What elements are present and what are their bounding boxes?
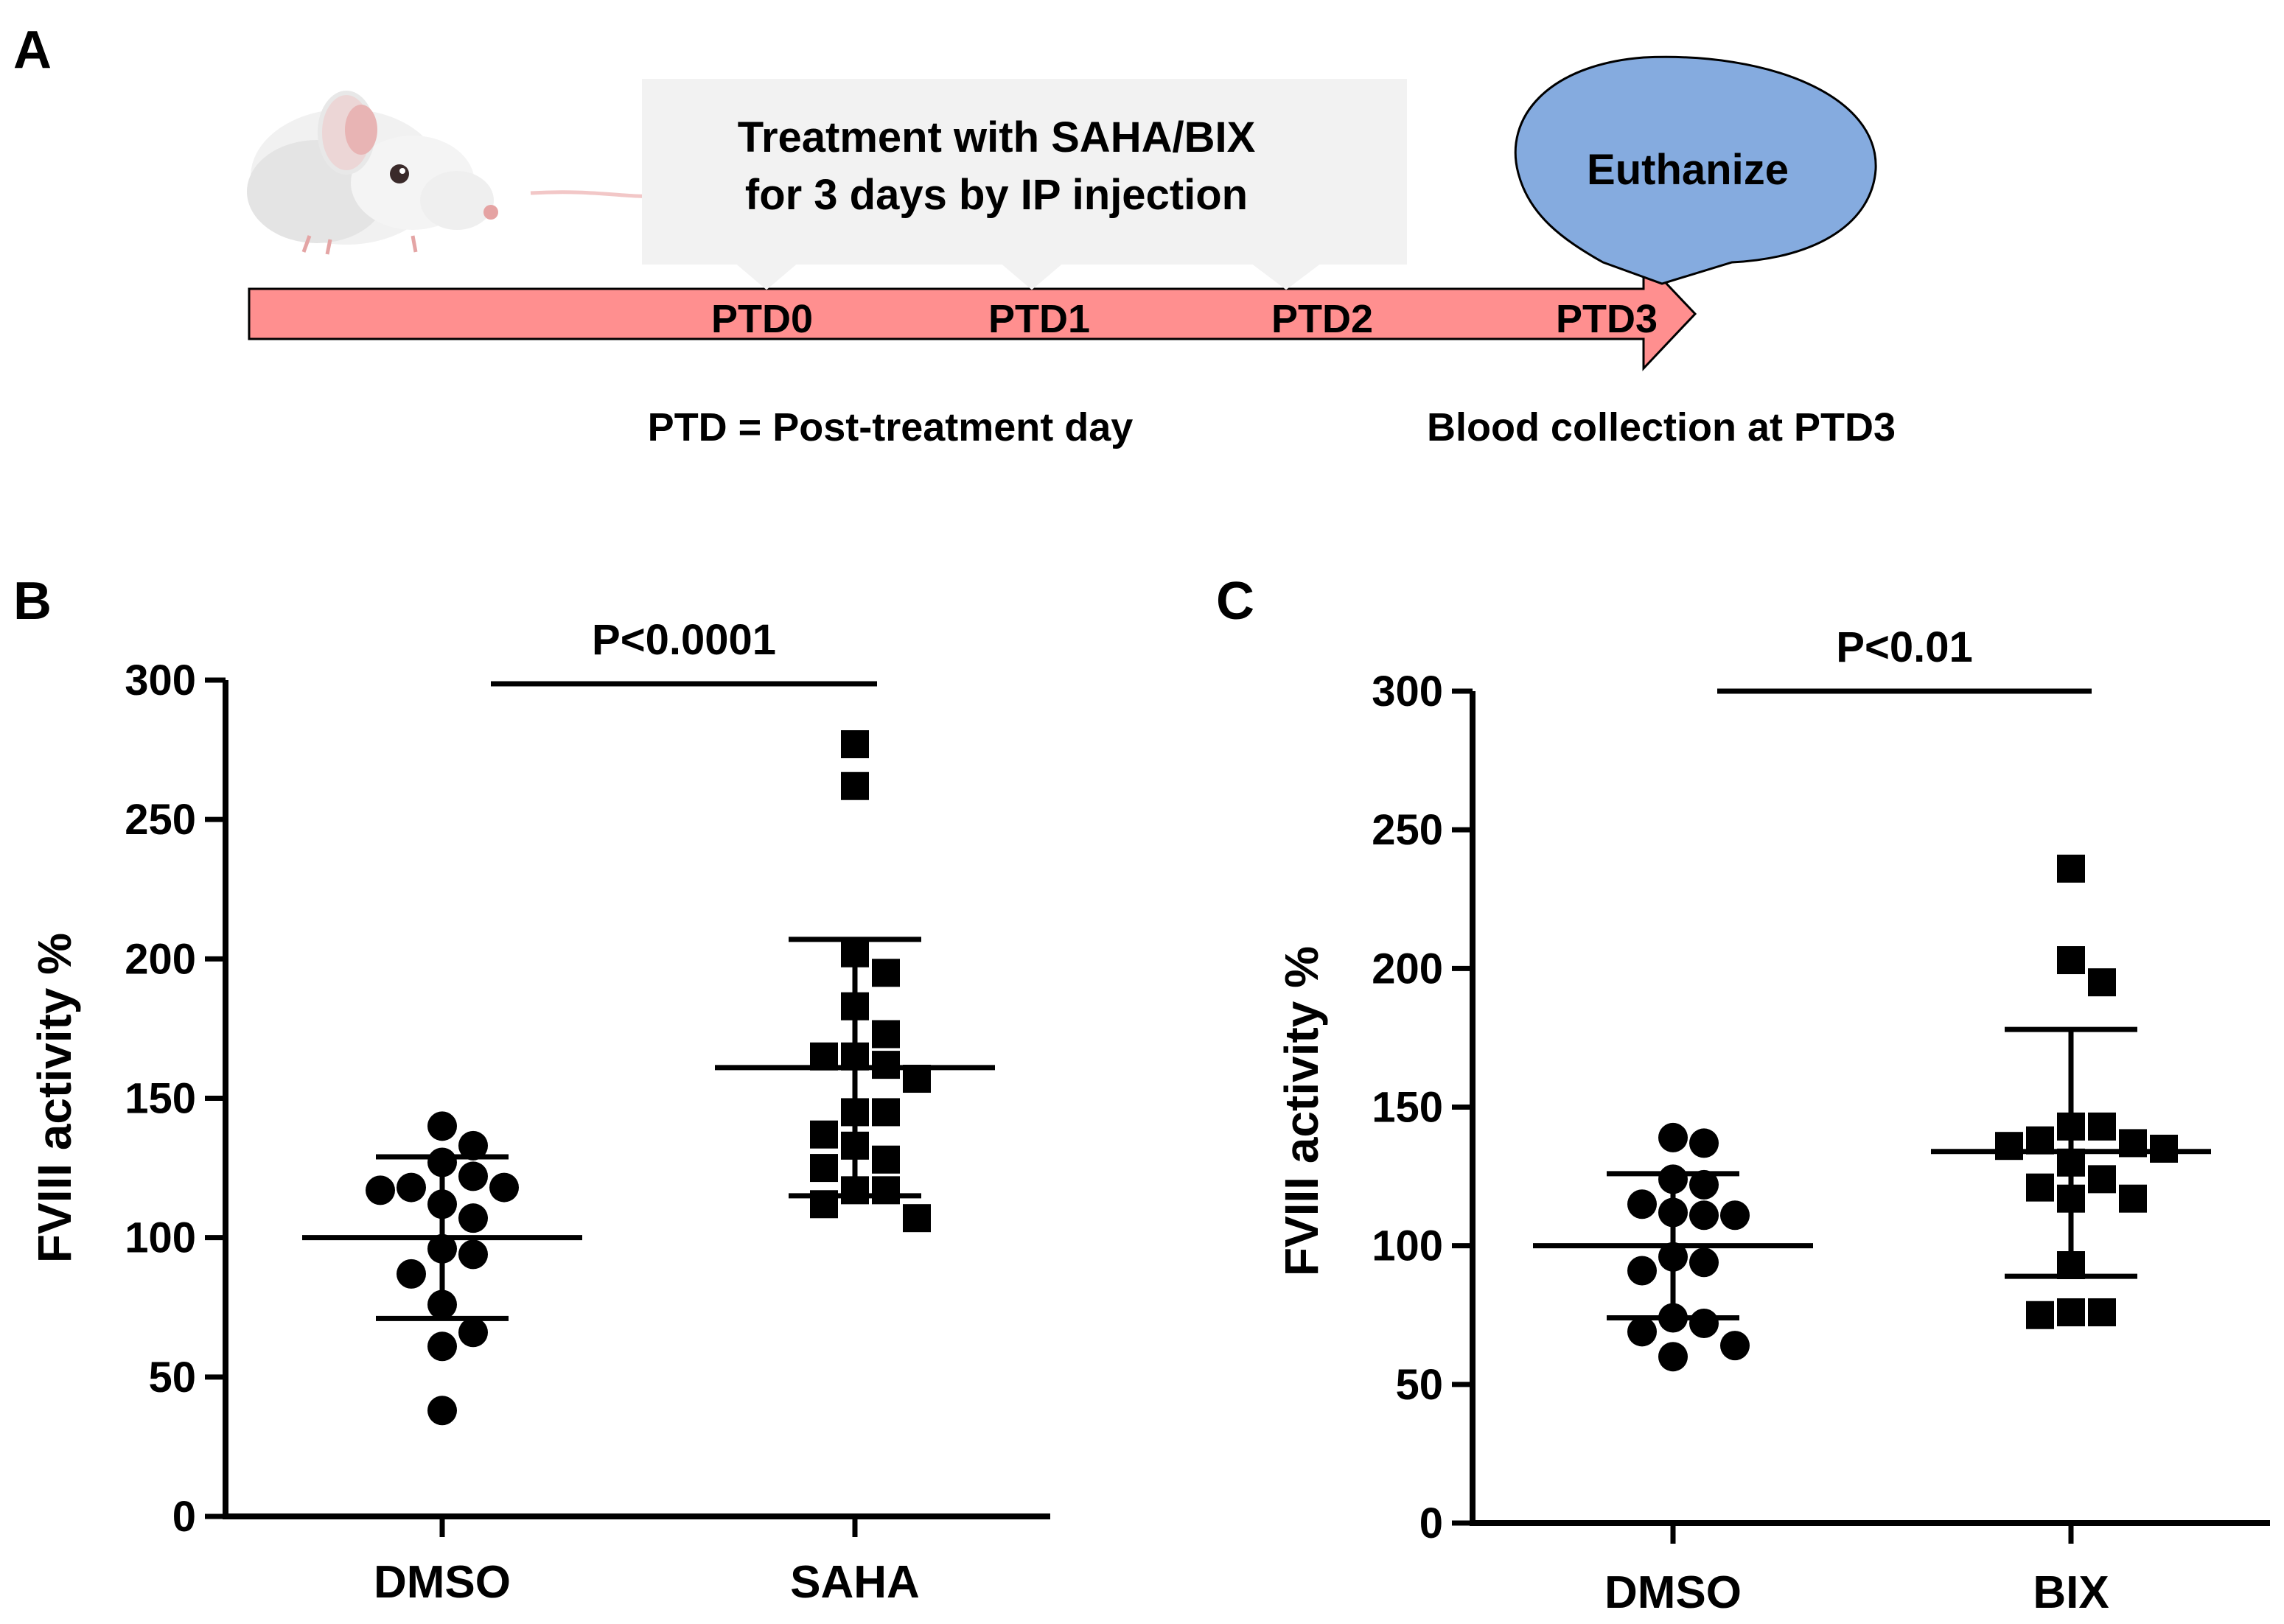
- panel-a: A Treatment with SAHA/BIX for 3 days by …: [13, 21, 1896, 449]
- timeline-day-ptd2: PTD2: [1271, 297, 1373, 341]
- y-tick-label: 250: [1372, 806, 1443, 854]
- x-tick-label: DMSO: [374, 1557, 511, 1608]
- treatment-text-line2: for 3 days by IP injection: [745, 171, 1248, 219]
- data-point-square: [810, 1154, 838, 1183]
- data-point-square: [903, 1204, 931, 1233]
- treatment-text-line1: Treatment with SAHA/BIX: [738, 113, 1256, 161]
- panel-b-letter: B: [13, 572, 52, 631]
- panel-c-letter: C: [1216, 572, 1254, 631]
- data-point-square: [841, 771, 869, 800]
- data-point-circle: [1689, 1128, 1719, 1158]
- data-point-square: [2057, 854, 2085, 883]
- timeline-day-ptd3: PTD3: [1556, 297, 1658, 341]
- data-point-square: [872, 1051, 900, 1079]
- data-point-square: [2088, 968, 2116, 997]
- y-tick-label: 100: [125, 1214, 196, 1262]
- significance-label: P<0.0001: [592, 616, 776, 664]
- y-tick-label: 50: [1395, 1361, 1443, 1409]
- x-tick-label: BIX: [2033, 1567, 2109, 1618]
- data-point-square: [2119, 1184, 2147, 1213]
- data-point-circle: [1627, 1189, 1657, 1219]
- data-point-square: [872, 1098, 900, 1127]
- timeline-day-ptd1: PTD1: [988, 297, 1090, 341]
- y-tick-label: 200: [1372, 945, 1443, 993]
- ptd-definition: PTD = Post-treatment day: [648, 405, 1134, 449]
- y-axis-title: FVIII activity %: [28, 933, 81, 1263]
- data-point-circle: [458, 1161, 488, 1191]
- y-tick-label: 250: [125, 796, 196, 844]
- data-point-circle: [427, 1111, 457, 1141]
- data-point-square: [872, 959, 900, 987]
- data-point-circle: [489, 1172, 519, 1203]
- y-tick-label: 100: [1372, 1222, 1443, 1270]
- x-tick-label: SAHA: [790, 1557, 920, 1608]
- data-point-circle: [1658, 1122, 1688, 1152]
- y-tick-label: 0: [1419, 1499, 1443, 1547]
- data-point-square: [810, 1120, 838, 1149]
- data-point-circle: [458, 1239, 488, 1270]
- timeline-arrow: [248, 256, 1697, 371]
- data-point-circle: [1689, 1309, 1719, 1339]
- data-point-circle: [397, 1172, 426, 1203]
- data-point-circle: [1720, 1200, 1750, 1231]
- data-point-circle: [427, 1331, 457, 1362]
- significance-label: P<0.01: [1836, 623, 1972, 671]
- y-axis-title: FVIII activity %: [1275, 946, 1328, 1276]
- data-point-circle: [1720, 1331, 1750, 1361]
- euthanize-bubble: Euthanize: [1514, 55, 1877, 285]
- blood-collection-note: Blood collection at PTD3: [1427, 405, 1896, 449]
- y-tick-label: 300: [1372, 668, 1443, 715]
- data-point-circle: [1627, 1317, 1657, 1347]
- data-point-circle: [1627, 1256, 1657, 1286]
- data-point-circle: [1689, 1247, 1719, 1278]
- data-point-square: [872, 1145, 900, 1174]
- y-tick-label: 50: [148, 1354, 196, 1401]
- data-point-circle: [458, 1317, 488, 1348]
- data-point-square: [872, 1176, 900, 1205]
- data-point-square: [2088, 1298, 2116, 1326]
- data-point-circle: [1689, 1169, 1719, 1200]
- data-point-circle: [1689, 1200, 1719, 1231]
- data-point-square: [2088, 1112, 2116, 1141]
- data-point-circle: [458, 1130, 488, 1161]
- chart-panel-c: 0 50 100 150 200 250 300 DMSO BIX FVIII activity …: [1275, 623, 2270, 1618]
- data-point-square: [841, 730, 869, 759]
- euthanize-text: Euthanize: [1587, 146, 1789, 194]
- data-point-square: [2026, 1301, 2054, 1329]
- data-point-circle: [366, 1175, 395, 1205]
- panel-a-letter: A: [13, 21, 52, 80]
- mouse-illustration: [247, 91, 789, 255]
- data-point-circle: [427, 1396, 457, 1426]
- data-point-square: [2026, 1173, 2054, 1202]
- y-tick-label: 150: [125, 1075, 196, 1123]
- treatment-callout: Treatment with SAHA/BIX for 3 days by IP…: [642, 79, 1407, 290]
- data-point-circle: [1658, 1342, 1688, 1372]
- data-point-square: [872, 1020, 900, 1049]
- timeline-day-ptd0: PTD0: [711, 297, 813, 341]
- data-point-square: [2057, 946, 2085, 975]
- data-point-square: [2088, 1165, 2116, 1194]
- data-point-square: [2150, 1134, 2178, 1163]
- data-point-circle: [458, 1203, 488, 1233]
- y-tick-label: 200: [125, 935, 196, 983]
- x-tick-label: DMSO: [1604, 1567, 1742, 1618]
- y-tick-label: 300: [125, 657, 196, 704]
- data-point-circle: [397, 1259, 426, 1289]
- chart-panel-b: 0 50 100 150 200 250 300 DMSO SAHA FVIII activity…: [28, 616, 1050, 1608]
- data-point-square: [2057, 1298, 2085, 1326]
- y-tick-label: 150: [1372, 1084, 1443, 1132]
- y-tick-label: 0: [172, 1493, 196, 1541]
- data-point-square: [1995, 1132, 2023, 1161]
